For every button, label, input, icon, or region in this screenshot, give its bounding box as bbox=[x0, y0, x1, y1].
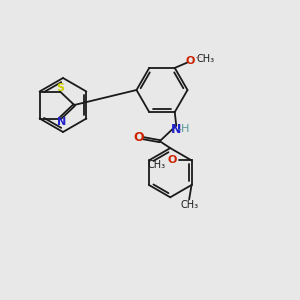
Text: N: N bbox=[171, 123, 181, 136]
Text: O: O bbox=[134, 131, 144, 144]
Text: S: S bbox=[56, 83, 64, 93]
Text: N: N bbox=[57, 117, 66, 127]
Text: O: O bbox=[185, 56, 194, 66]
Text: CH₃: CH₃ bbox=[148, 160, 166, 170]
Text: -H: -H bbox=[178, 124, 190, 134]
Text: CH₃: CH₃ bbox=[180, 200, 198, 210]
Text: O: O bbox=[167, 155, 177, 165]
Text: CH₃: CH₃ bbox=[197, 54, 215, 64]
Text: methoxy: methoxy bbox=[196, 56, 202, 58]
